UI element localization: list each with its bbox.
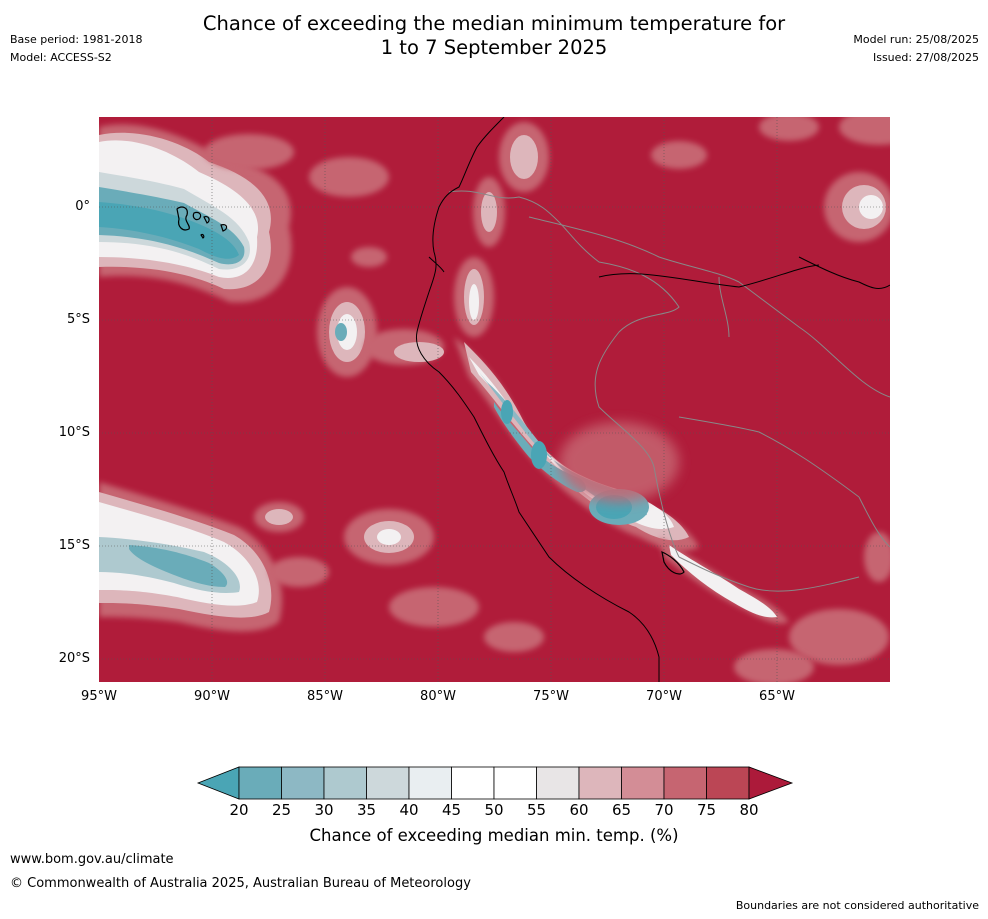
lon-label-80w: 80°W — [420, 689, 456, 704]
lat-label-15s: 15°S — [58, 538, 90, 553]
colorbar-tick-label: 55 — [526, 801, 547, 819]
probability-field — [99, 117, 890, 682]
lat-label-10s: 10°S — [58, 425, 90, 440]
colorbar-tick-label: 60 — [569, 801, 589, 819]
map-title: Chance of exceeding the median minimum t… — [0, 12, 988, 60]
colorbar-segment — [663, 766, 707, 800]
coastline — [415, 117, 890, 682]
islands-outlines — [176, 206, 685, 575]
colorbar-segment — [408, 766, 452, 800]
colorbar-segment — [578, 766, 622, 800]
colorbar-tick-label: 40 — [399, 801, 419, 819]
header-metadata-right: Model run: 25/08/2025 Issued: 27/08/2025 — [853, 31, 979, 67]
colorbar-segment — [238, 766, 282, 800]
website-text: www.bom.gov.au/climate — [10, 852, 174, 867]
issued-text: Issued: 27/08/2025 — [872, 51, 979, 64]
model-run-text: Model run: 25/08/2025 — [853, 33, 979, 46]
colorbar-segment — [366, 766, 410, 800]
colorbar-tick-label: 30 — [314, 801, 334, 819]
lon-label-75w: 75°W — [533, 689, 569, 704]
galapagos-region-cool-area — [99, 124, 292, 303]
lat-label-20s: 20°S — [58, 651, 90, 666]
colorbar-tick-label: 45 — [441, 801, 462, 819]
header-metadata-left: Base period: 1981-2018 Model: ACCESS-S2 — [10, 31, 142, 67]
lat-label-5s: 5°S — [66, 312, 90, 327]
colorbar-tick-label: 65 — [611, 801, 632, 819]
colorbar-tick-label: 35 — [356, 801, 377, 819]
lon-label-65w: 65°W — [759, 689, 795, 704]
lon-label-85w: 85°W — [307, 689, 343, 704]
colorbar — [196, 766, 794, 800]
bolivia-band — [559, 422, 789, 624]
model-text: Model: ACCESS-S2 — [10, 51, 112, 64]
colorbar-tick-label: 75 — [696, 801, 717, 819]
base-period-text: Base period: 1981-2018 — [10, 33, 143, 46]
ecuador-coast-blobs — [317, 257, 494, 377]
colorbar-segment — [536, 766, 580, 800]
copyright-text: © Commonwealth of Australia 2025, Austra… — [10, 876, 471, 891]
warm-blob-north-ocean — [309, 157, 389, 197]
colombia-region-blobs — [473, 117, 890, 247]
colorbar-segment — [621, 766, 665, 800]
colorbar-tick-label: 50 — [484, 801, 504, 819]
colorbar-tick-label: 70 — [654, 801, 674, 819]
colorbar-segment — [493, 766, 537, 800]
lon-label-70w: 70°W — [646, 689, 682, 704]
colorbar-tick-label: 80 — [739, 801, 759, 819]
colorbar-segment — [706, 766, 750, 800]
title-line-2: 1 to 7 September 2025 — [380, 36, 608, 59]
colorbar-extend-low — [196, 766, 240, 800]
lat-label-0: 0° — [75, 199, 90, 214]
title-line-1: Chance of exceeding the median minimum t… — [202, 12, 786, 35]
lon-label-95w: 95°W — [81, 689, 117, 704]
colorbar-tick-label: 20 — [229, 801, 249, 819]
lon-label-90w: 90°W — [194, 689, 230, 704]
southwest-ocean-cool-area — [99, 482, 283, 632]
disclaimer-text: Boundaries are not considered authoritat… — [735, 899, 979, 912]
colorbar-segment — [451, 766, 495, 800]
colorbar-segment — [323, 766, 367, 800]
colorbar-segment — [281, 766, 325, 800]
graticule — [99, 117, 890, 682]
colorbar-tick-label: 25 — [271, 801, 292, 819]
forecast-map — [99, 117, 890, 682]
colorbar-title: Chance of exceeding median min. temp. (%… — [309, 826, 679, 845]
country-borders — [448, 190, 890, 592]
colorbar-extend-high — [748, 766, 794, 800]
